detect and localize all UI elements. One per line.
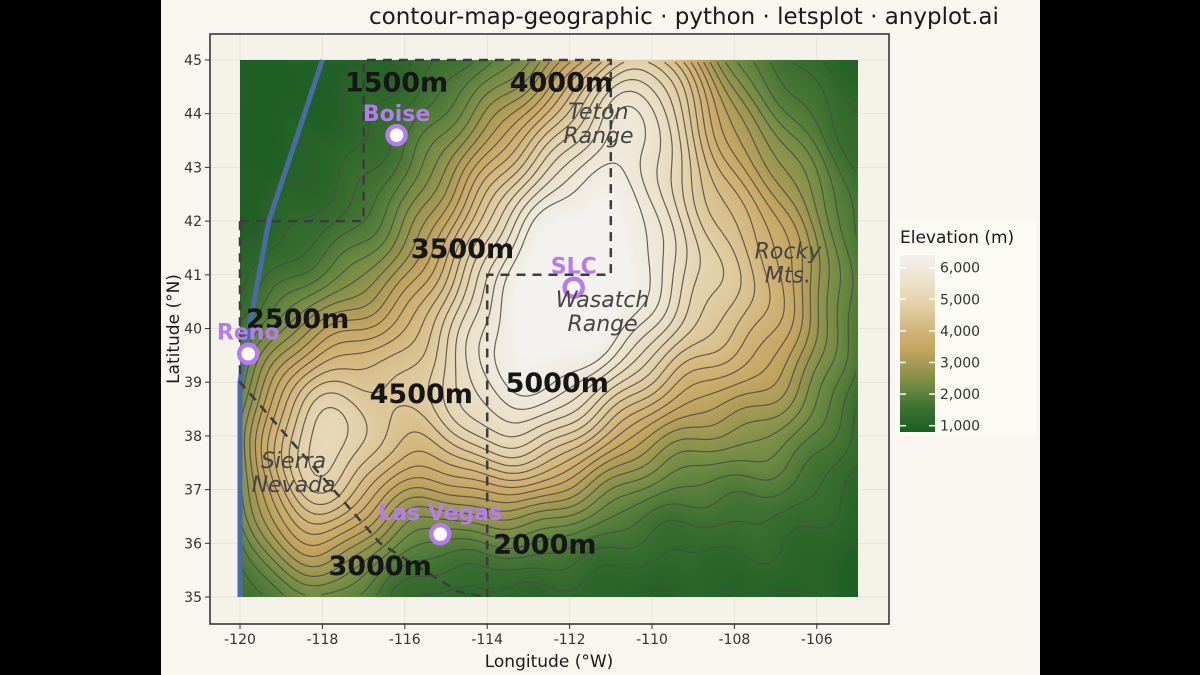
y-axis-title: Latitude (°N) bbox=[164, 274, 184, 384]
legend-title: Elevation (m) bbox=[900, 228, 1014, 248]
y-tick-label: 38 bbox=[184, 429, 202, 445]
contour-line bbox=[243, 61, 821, 577]
city-label: Las Vegas bbox=[378, 501, 502, 526]
state-border bbox=[238, 221, 488, 599]
region-label: Sierra bbox=[261, 449, 326, 474]
y-tick-label: 43 bbox=[184, 160, 202, 176]
x-axis-ticks: -120 -118 -116 -114 -112 -110 -108 -106 bbox=[224, 624, 833, 648]
y-tick-label: 39 bbox=[184, 375, 202, 391]
contour-labels: 1500m 4000m 3500m 2500m 4500m 5000m 2000m 3000m bbox=[246, 67, 613, 581]
legend-tick-label: 2,000 bbox=[940, 387, 980, 403]
contour-line bbox=[465, 90, 677, 424]
contour-label: 1500m bbox=[345, 67, 448, 98]
x-tick-label: -112 bbox=[554, 632, 586, 648]
city-marker bbox=[428, 522, 452, 546]
y-tick-label: 41 bbox=[184, 268, 202, 284]
region-label: Range bbox=[563, 124, 633, 149]
contour-line bbox=[249, 61, 812, 568]
contour-line bbox=[260, 61, 796, 547]
y-tick-label: 36 bbox=[184, 536, 202, 552]
region-label: Rocky bbox=[755, 240, 823, 265]
city-marker bbox=[562, 276, 585, 299]
contour-line bbox=[241, 61, 857, 596]
legend-tick-label: 6,000 bbox=[940, 261, 980, 277]
contour-line bbox=[288, 61, 742, 506]
legend-ticks: 1,000 2,000 3,000 4,000 5,000 6,000 bbox=[900, 261, 980, 435]
city-label: Reno bbox=[217, 321, 280, 346]
region-labels: TetonRangeRockyMts.WasatchRangeSierraNev… bbox=[252, 100, 823, 498]
state-border bbox=[240, 58, 613, 597]
y-tick-label: 42 bbox=[184, 214, 202, 230]
y-tick-label: 40 bbox=[184, 322, 202, 338]
contour-line bbox=[241, 61, 857, 596]
y-axis-ticks: 35 36 37 38 39 40 41 42 43 44 45 bbox=[184, 53, 210, 606]
chart-title: contour-map-geographic · python · letspl… bbox=[369, 4, 999, 30]
legend-tick-label: 4,000 bbox=[940, 324, 980, 340]
city-labels: Boise SLC Reno Las Vegas bbox=[217, 102, 597, 526]
region-label: Teton bbox=[568, 100, 628, 125]
x-tick-label: -120 bbox=[224, 632, 256, 648]
contour-line bbox=[478, 105, 665, 410]
contour-label: 3000m bbox=[328, 551, 431, 582]
city-label: SLC bbox=[551, 255, 597, 280]
contour-line bbox=[308, 68, 701, 478]
region-label: Mts. bbox=[765, 264, 811, 289]
city-marker bbox=[236, 342, 260, 365]
x-tick-label: -114 bbox=[471, 632, 503, 648]
legend-tick-label: 3,000 bbox=[940, 355, 980, 371]
contour-map-chart: contour-map-geographic · python · letspl… bbox=[164, 4, 1036, 672]
region-label: Wasatch bbox=[556, 288, 650, 313]
contour-line bbox=[280, 61, 756, 515]
contour-line bbox=[454, 78, 688, 438]
y-tick-label: 45 bbox=[184, 53, 202, 69]
contour-label: 5000m bbox=[506, 368, 609, 399]
contour-line bbox=[241, 61, 854, 596]
contour-line bbox=[297, 61, 725, 494]
x-tick-label: -108 bbox=[719, 632, 751, 648]
x-tick-label: -106 bbox=[801, 632, 833, 648]
city-markers bbox=[236, 123, 585, 546]
city-marker bbox=[385, 123, 408, 147]
contour-line bbox=[254, 61, 804, 558]
region-label: Range bbox=[567, 312, 637, 337]
y-tick-label: 44 bbox=[184, 107, 202, 123]
legend-colorbar bbox=[900, 255, 935, 432]
contour-label: 3500m bbox=[411, 234, 514, 265]
x-tick-label: -110 bbox=[636, 632, 668, 648]
contour-label: 4000m bbox=[510, 67, 613, 98]
contour-label: 2000m bbox=[493, 529, 596, 560]
contour-label: 2500m bbox=[246, 304, 349, 335]
state-borders bbox=[238, 58, 613, 599]
contour-line bbox=[273, 61, 771, 525]
contour-line bbox=[266, 61, 785, 536]
x-axis-title: Longitude (°W) bbox=[485, 652, 614, 672]
region-label: Nevada bbox=[252, 473, 336, 498]
contour-line bbox=[493, 162, 651, 397]
legend-tick-label: 1,000 bbox=[940, 419, 980, 435]
city-label: Boise bbox=[363, 102, 430, 127]
x-tick-label: -118 bbox=[307, 632, 339, 648]
elevation-heatmap bbox=[240, 60, 858, 597]
chart-canvas: contour-map-geographic · python · letspl… bbox=[161, 0, 1040, 675]
legend: Elevation (m) 1,000 2,000 3,000 4,000 5,000 6… bbox=[895, 220, 1036, 436]
legend-tick-label: 5,000 bbox=[940, 292, 980, 308]
contour-label: 4500m bbox=[370, 379, 473, 410]
y-tick-label: 37 bbox=[184, 483, 202, 499]
y-tick-label: 35 bbox=[184, 590, 202, 606]
x-tick-label: -116 bbox=[389, 632, 421, 648]
